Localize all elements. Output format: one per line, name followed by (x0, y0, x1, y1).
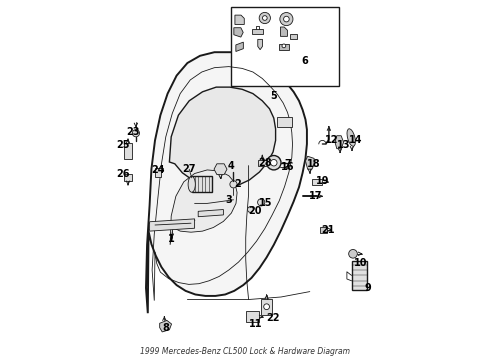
Ellipse shape (259, 12, 270, 24)
Bar (245, 311, 259, 322)
Polygon shape (170, 87, 275, 187)
Polygon shape (123, 174, 132, 181)
Polygon shape (235, 15, 245, 24)
Text: 12: 12 (325, 135, 338, 145)
Polygon shape (320, 227, 327, 233)
Ellipse shape (188, 176, 196, 192)
Polygon shape (280, 27, 288, 36)
Text: 17: 17 (308, 191, 322, 201)
Bar (231, 7, 339, 86)
Polygon shape (290, 34, 297, 39)
Polygon shape (335, 136, 343, 149)
Ellipse shape (258, 199, 265, 206)
Text: 8: 8 (162, 323, 169, 333)
Ellipse shape (132, 130, 140, 137)
Ellipse shape (270, 159, 277, 166)
Polygon shape (160, 320, 172, 332)
Text: 16: 16 (281, 162, 294, 172)
Ellipse shape (282, 44, 286, 48)
Text: 22: 22 (267, 312, 280, 323)
Bar (312, 179, 322, 185)
Text: 9: 9 (364, 283, 371, 293)
Text: 5: 5 (270, 91, 277, 101)
Polygon shape (236, 42, 244, 51)
Text: 1999 Mercedes-Benz CL500 Lock & Hardware Diagram: 1999 Mercedes-Benz CL500 Lock & Hardware… (140, 346, 350, 356)
Polygon shape (214, 164, 227, 175)
Text: 21: 21 (321, 225, 335, 235)
Text: 23: 23 (126, 127, 140, 138)
Text: 13: 13 (337, 140, 351, 150)
Text: 20: 20 (248, 206, 262, 216)
Ellipse shape (347, 129, 355, 146)
Polygon shape (305, 156, 314, 169)
Polygon shape (258, 39, 263, 50)
Text: 3: 3 (225, 195, 232, 205)
Text: 7: 7 (285, 159, 292, 169)
Bar (258, 160, 267, 166)
Bar (192, 176, 212, 192)
Polygon shape (279, 44, 289, 50)
Polygon shape (170, 170, 237, 245)
Text: 18: 18 (307, 159, 320, 169)
Text: 15: 15 (259, 198, 272, 208)
Ellipse shape (280, 13, 293, 26)
Polygon shape (234, 28, 243, 37)
Ellipse shape (247, 207, 253, 212)
Bar (351, 261, 368, 290)
Text: 10: 10 (353, 258, 367, 268)
Text: 28: 28 (258, 158, 271, 168)
Text: 2: 2 (234, 179, 241, 189)
Text: 27: 27 (182, 164, 196, 174)
Polygon shape (252, 29, 263, 35)
Bar (277, 117, 292, 127)
Ellipse shape (349, 249, 357, 258)
Text: 25: 25 (117, 140, 130, 150)
Text: 19: 19 (316, 176, 329, 186)
Ellipse shape (267, 156, 281, 170)
Text: 4: 4 (227, 161, 234, 171)
Text: 24: 24 (151, 165, 165, 175)
Ellipse shape (230, 181, 237, 188)
Text: 14: 14 (349, 135, 363, 145)
Ellipse shape (263, 15, 267, 20)
Text: 1: 1 (168, 234, 174, 244)
Polygon shape (149, 219, 195, 231)
Polygon shape (155, 168, 163, 177)
Text: 26: 26 (117, 168, 130, 179)
Ellipse shape (284, 16, 289, 22)
Text: 6: 6 (301, 56, 308, 66)
Bar (124, 143, 132, 159)
Polygon shape (198, 210, 223, 217)
Polygon shape (146, 52, 307, 313)
Text: 11: 11 (249, 319, 263, 329)
Bar (261, 299, 272, 315)
Ellipse shape (264, 304, 270, 310)
